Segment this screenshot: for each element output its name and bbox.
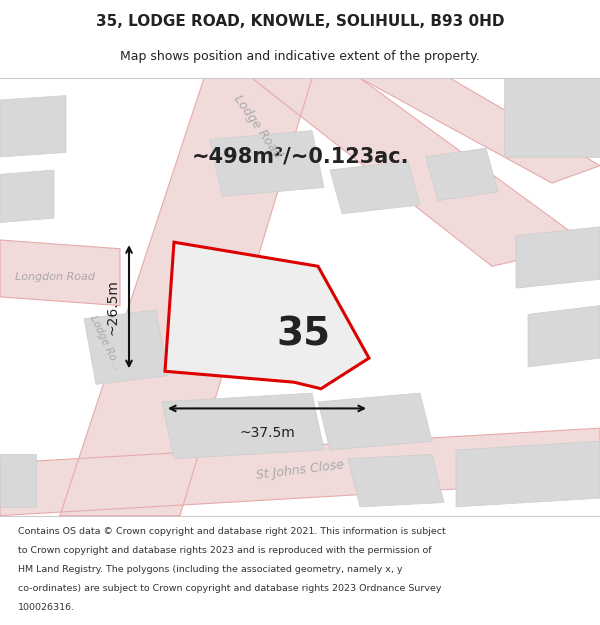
Polygon shape [0,428,600,516]
Polygon shape [360,78,600,183]
Text: co-ordinates) are subject to Crown copyright and database rights 2023 Ordnance S: co-ordinates) are subject to Crown copyr… [18,584,442,593]
Polygon shape [348,454,444,507]
Polygon shape [165,242,369,389]
Polygon shape [318,393,432,450]
Polygon shape [0,454,36,507]
Text: Lodge Road: Lodge Road [232,92,284,160]
Polygon shape [0,170,54,222]
Text: Map shows position and indicative extent of the property.: Map shows position and indicative extent… [120,50,480,62]
Polygon shape [0,96,66,157]
Polygon shape [504,78,600,157]
Text: St Johns Close: St Johns Close [255,458,345,481]
Polygon shape [252,78,588,266]
Polygon shape [456,441,600,507]
Text: Longdon Road: Longdon Road [15,272,95,282]
Text: HM Land Registry. The polygons (including the associated geometry, namely x, y: HM Land Registry. The polygons (includin… [18,565,403,574]
Polygon shape [162,393,324,459]
Polygon shape [84,310,168,384]
Polygon shape [0,240,120,306]
Text: 100026316.: 100026316. [18,603,75,612]
Text: Contains OS data © Crown copyright and database right 2021. This information is : Contains OS data © Crown copyright and d… [18,526,446,536]
Polygon shape [210,131,324,196]
Text: to Crown copyright and database rights 2023 and is reproduced with the permissio: to Crown copyright and database rights 2… [18,546,431,555]
Polygon shape [60,78,312,516]
Text: ~37.5m: ~37.5m [239,426,295,440]
Polygon shape [516,227,600,288]
Polygon shape [426,148,498,201]
Polygon shape [330,161,420,214]
Text: ~26.5m: ~26.5m [106,279,120,334]
Polygon shape [528,306,600,367]
Text: Lodge Ro...: Lodge Ro... [88,314,122,371]
Text: 35: 35 [277,316,331,354]
Text: ~498m²/~0.123ac.: ~498m²/~0.123ac. [191,147,409,167]
Text: 35, LODGE ROAD, KNOWLE, SOLIHULL, B93 0HD: 35, LODGE ROAD, KNOWLE, SOLIHULL, B93 0H… [96,14,504,29]
